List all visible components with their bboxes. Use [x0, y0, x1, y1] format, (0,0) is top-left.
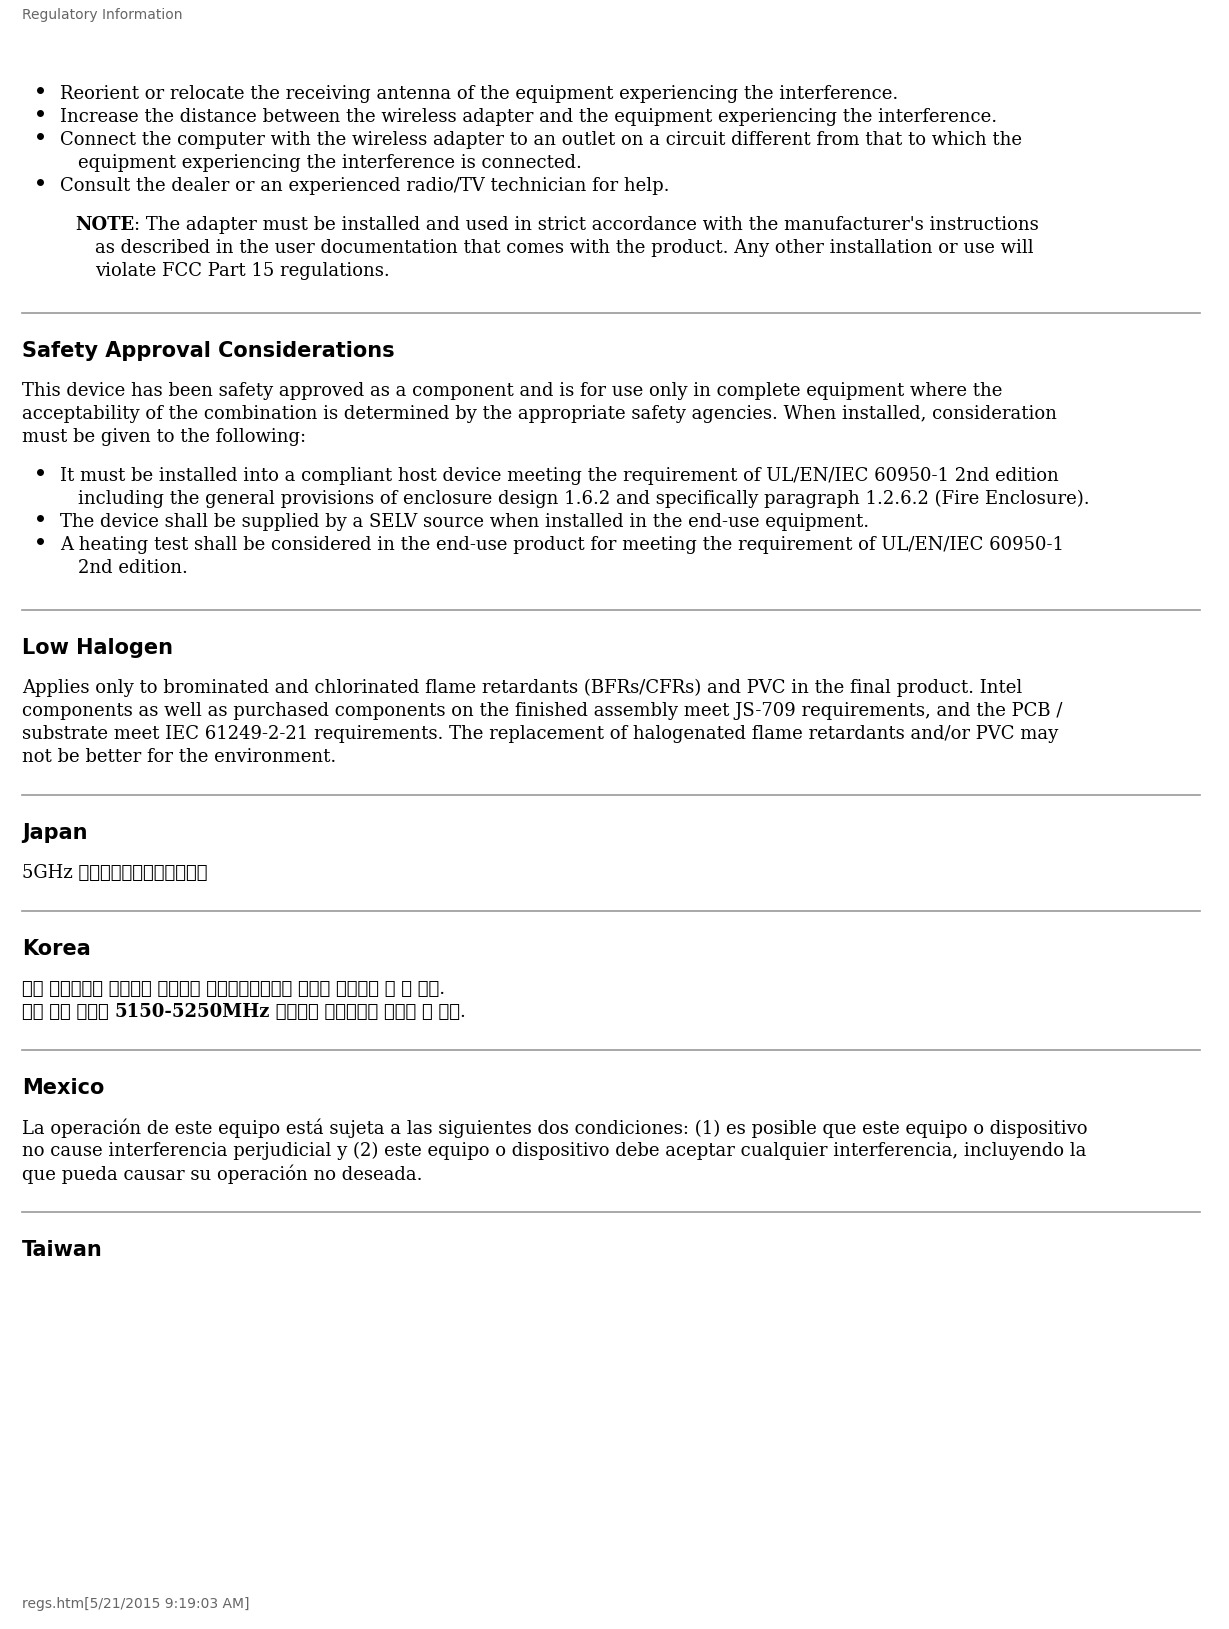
Text: 대역에서 실내에서만 사용할 수 있음.: 대역에서 실내에서만 사용할 수 있음.	[270, 1003, 466, 1021]
Text: Increase the distance between the wireless adapter and the equipment experiencin: Increase the distance between the wirele…	[60, 108, 997, 125]
Text: components as well as purchased components on the finished assembly meet JS-709 : components as well as purchased componen…	[22, 702, 1063, 720]
Text: Mexico: Mexico	[22, 1078, 104, 1098]
Text: no cause interferencia perjudicial y (2) este equipo o dispositivo debe aceptar : no cause interferencia perjudicial y (2)…	[22, 1142, 1086, 1160]
Text: substrate meet IEC 61249-2-21 requirements. The replacement of halogenated flame: substrate meet IEC 61249-2-21 requiremen…	[22, 725, 1058, 743]
Text: Low Halogen: Low Halogen	[22, 639, 173, 658]
Text: Applies only to brominated and chlorinated flame retardants (BFRs/CFRs) and PVC : Applies only to brominated and chlorinat…	[22, 679, 1023, 697]
Text: This device has been safety approved as a component and is for use only in compl: This device has been safety approved as …	[22, 381, 1003, 401]
Text: 2nd edition.: 2nd edition.	[77, 559, 188, 577]
Text: acceptability of the combination is determined by the appropriate safety agencie: acceptability of the combination is dete…	[22, 406, 1057, 424]
Text: violate FCC Part 15 regulations.: violate FCC Part 15 regulations.	[95, 262, 390, 280]
Text: regs.htm[5/21/2015 9:19:03 AM]: regs.htm[5/21/2015 9:19:03 AM]	[22, 1596, 249, 1611]
Text: 5GHz 帯は層内でのみ使用のこと: 5GHz 帯は層内でのみ使用のこと	[22, 863, 208, 881]
Text: Korea: Korea	[22, 938, 91, 959]
Text: not be better for the environment.: not be better for the environment.	[22, 748, 337, 766]
Text: que pueda causar su operación no deseada.: que pueda causar su operación no deseada…	[22, 1165, 423, 1184]
Text: Japan: Japan	[22, 823, 87, 842]
Text: including the general provisions of enclosure design 1.6.2 and specifically para: including the general provisions of encl…	[77, 490, 1090, 508]
Text: : The adapter must be installed and used in strict accordance with the manufactu: : The adapter must be installed and used…	[134, 217, 1039, 235]
Text: Consult the dealer or an experienced radio/TV technician for help.: Consult the dealer or an experienced rad…	[60, 178, 670, 195]
Text: Reorient or relocate the receiving antenna of the equipment experiencing the int: Reorient or relocate the receiving anten…	[60, 85, 898, 103]
Text: La operación de este equipo está sujeta a las siguientes dos condiciones: (1) es: La operación de este equipo está sujeta …	[22, 1119, 1088, 1139]
Text: A heating test shall be considered in the end-use product for meeting the requir: A heating test shall be considered in th…	[60, 536, 1064, 554]
Text: Safety Approval Considerations: Safety Approval Considerations	[22, 340, 395, 362]
Text: Taiwan: Taiwan	[22, 1240, 103, 1259]
Text: Regulatory Information: Regulatory Information	[22, 8, 182, 23]
Text: It must be installed into a compliant host device meeting the requirement of UL/: It must be installed into a compliant ho…	[60, 468, 1058, 485]
Text: equipment experiencing the interference is connected.: equipment experiencing the interference …	[77, 155, 581, 173]
Text: 해당 무선 설비는: 해당 무선 설비는	[22, 1003, 114, 1021]
Text: NOTE: NOTE	[75, 217, 134, 235]
Text: 해당 무선설비는 전파혼신 가능성이 있으로인명안전과 관련된 서비스는 할 수 없음.: 해당 무선설비는 전파혼신 가능성이 있으로인명안전과 관련된 서비스는 할 수…	[22, 981, 445, 999]
Text: The device shall be supplied by a SELV source when installed in the end-use equi: The device shall be supplied by a SELV s…	[60, 513, 869, 531]
Text: Connect the computer with the wireless adapter to an outlet on a circuit differe: Connect the computer with the wireless a…	[60, 130, 1023, 148]
Text: as described in the user documentation that comes with the product. Any other in: as described in the user documentation t…	[95, 239, 1034, 257]
Text: 5150-5250MHz: 5150-5250MHz	[114, 1003, 270, 1021]
Text: must be given to the following:: must be given to the following:	[22, 428, 306, 446]
